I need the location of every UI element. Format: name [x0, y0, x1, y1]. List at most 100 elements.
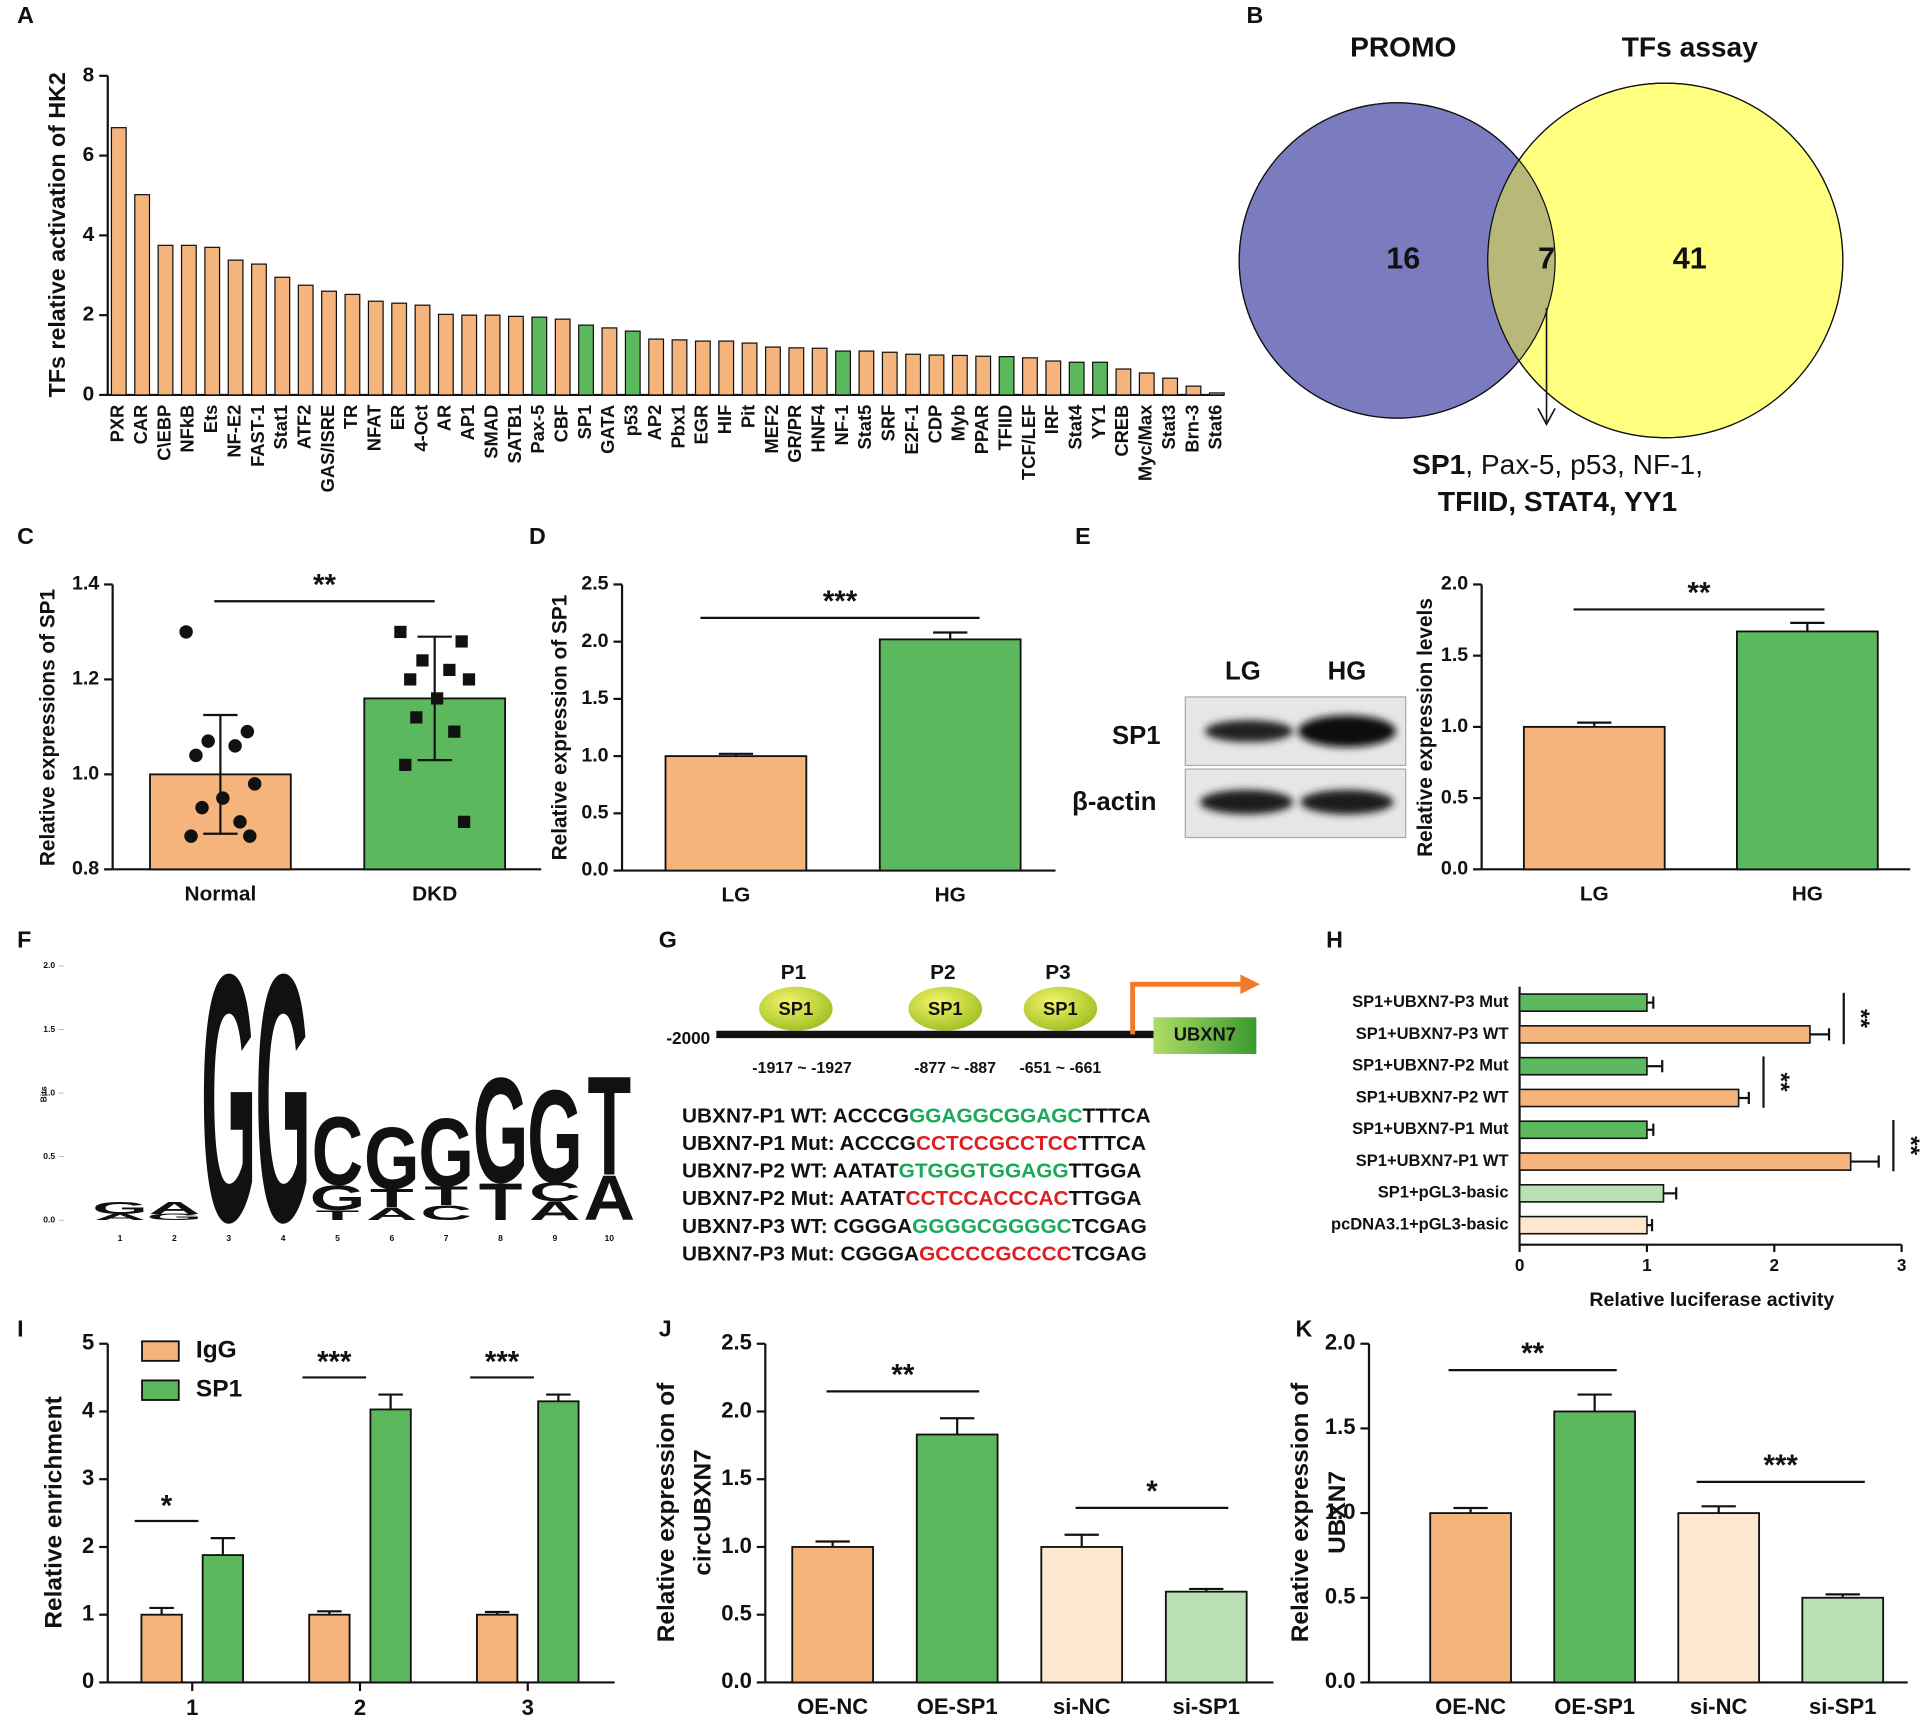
data-point	[179, 625, 193, 639]
site-range: -877 ~ -887	[914, 1060, 996, 1077]
y-axis-label: Relative expression of SP1	[548, 595, 571, 861]
significance-label: **	[313, 568, 336, 601]
bar	[321, 290, 338, 396]
bar	[391, 302, 408, 396]
x-tick-label: 2	[1770, 1255, 1780, 1275]
data-point	[247, 777, 262, 791]
y-tick-label: 0.0	[1441, 858, 1468, 880]
y-tick-label: 2	[83, 303, 95, 326]
position-label: 8	[498, 1233, 503, 1243]
blot-band	[1200, 789, 1294, 815]
bar	[369, 1408, 412, 1684]
y-tick-label: SP1+UBXN7-P3 WT	[1356, 1025, 1509, 1043]
x-tick-label: 3	[1897, 1255, 1907, 1275]
sequence-site: GGGGCGGGGC	[912, 1214, 1072, 1237]
logo-letter: G	[527, 1063, 583, 1211]
legend-swatch	[141, 1340, 180, 1362]
significance-label: ***	[823, 585, 858, 618]
bar	[578, 324, 595, 396]
x-tick-label: E2F-1	[901, 405, 922, 455]
y-tick-label: 1.0	[1441, 715, 1468, 737]
logo-letter: A	[94, 1212, 146, 1222]
y-axis-label: Relative expression levels	[1414, 598, 1437, 857]
bar	[835, 350, 851, 396]
site-factor: SP1	[928, 998, 963, 1019]
y-tick-label: 2.0	[1325, 1330, 1356, 1355]
panel-letter: E	[1075, 523, 1091, 549]
site-oval	[759, 986, 833, 1031]
bar	[878, 638, 1022, 872]
bar	[624, 330, 641, 396]
logo-letter: C	[312, 1098, 364, 1206]
position-label: 10	[605, 1233, 615, 1243]
x-tick-label: HG	[935, 884, 966, 907]
bar	[1162, 377, 1179, 396]
sequence: UBXN7-P2 WT: AATATGTGGGTGGAGGTTGGA	[682, 1159, 1141, 1182]
bar	[881, 351, 898, 396]
x-tick-label: FAST-1	[247, 405, 268, 467]
x-tick-label: TFIID	[994, 405, 1015, 451]
panel-letter: K	[1296, 1315, 1313, 1341]
sequence-flank: UBXN7-P1 Mut: ACCCG	[682, 1131, 916, 1154]
x-tick-label: Stat5	[854, 405, 875, 450]
bar	[1522, 725, 1666, 871]
significance-label: **	[891, 1358, 914, 1391]
bar	[1208, 392, 1225, 396]
significance-label: *	[1146, 1475, 1158, 1508]
data-point	[195, 800, 209, 815]
panel-letter: I	[17, 1315, 23, 1341]
bar	[1164, 1590, 1248, 1684]
data-point	[243, 829, 257, 843]
y-axis-label: Relative enrichment	[41, 1396, 68, 1628]
y-tick-label: 2.0	[1441, 573, 1468, 595]
bar	[791, 1546, 874, 1684]
data-point	[216, 791, 230, 805]
data-point	[228, 739, 242, 753]
bar	[461, 314, 478, 396]
x-tick-label: CBF	[551, 405, 572, 443]
y-tick-label: 1.0	[581, 744, 608, 766]
y-tick-label: 1.5	[1441, 644, 1468, 666]
x-tick-label: OE-SP1	[917, 1694, 998, 1719]
data-point	[410, 711, 423, 724]
bar	[858, 350, 875, 396]
site-oval	[1023, 986, 1098, 1031]
site-oval	[908, 986, 983, 1031]
y-tick-label: 5	[82, 1330, 94, 1355]
y-tick-label: 1	[82, 1601, 94, 1626]
logo-letter: G	[473, 1047, 529, 1214]
x-tick-label: si-SP1	[1809, 1694, 1876, 1719]
y-tick-label: 1.0	[43, 1087, 55, 1097]
data-point	[443, 663, 456, 677]
bar	[157, 244, 174, 396]
x-tick-label: GATA	[597, 405, 618, 454]
x-tick-label: C\EBP	[153, 405, 174, 461]
bar	[1677, 1512, 1761, 1684]
logo-letter: A	[149, 1198, 201, 1218]
bar	[1021, 357, 1038, 396]
position-label: 3	[226, 1233, 231, 1243]
bar	[180, 244, 197, 396]
data-point	[448, 725, 461, 738]
y-tick-label: SP1+UBXN7-P2 Mut	[1352, 1057, 1509, 1075]
bar	[484, 314, 501, 396]
bar	[1518, 1183, 1665, 1203]
bar	[671, 339, 688, 396]
significance-label: **	[1897, 1136, 1920, 1156]
bar	[531, 316, 548, 396]
site-label: P1	[781, 961, 806, 984]
sequence-site: CCTCCACCCAC	[906, 1187, 1069, 1210]
bar	[367, 300, 384, 396]
x-tick-label: LG	[721, 884, 750, 907]
legend-label: IgG	[196, 1337, 237, 1364]
blot-row-label: β-actin	[1072, 788, 1156, 816]
sequence-flank: TTTCA	[1083, 1104, 1151, 1127]
x-tick-label: TCF/LEF	[1018, 405, 1039, 480]
x-tick-label: AP2	[644, 405, 665, 441]
bar	[308, 1613, 351, 1684]
set-label: TFs assay	[1622, 31, 1758, 62]
bar	[250, 263, 267, 396]
significance-label: **	[1767, 1073, 1794, 1093]
venn-list: TFIID, STAT4, YY1	[1438, 486, 1677, 517]
